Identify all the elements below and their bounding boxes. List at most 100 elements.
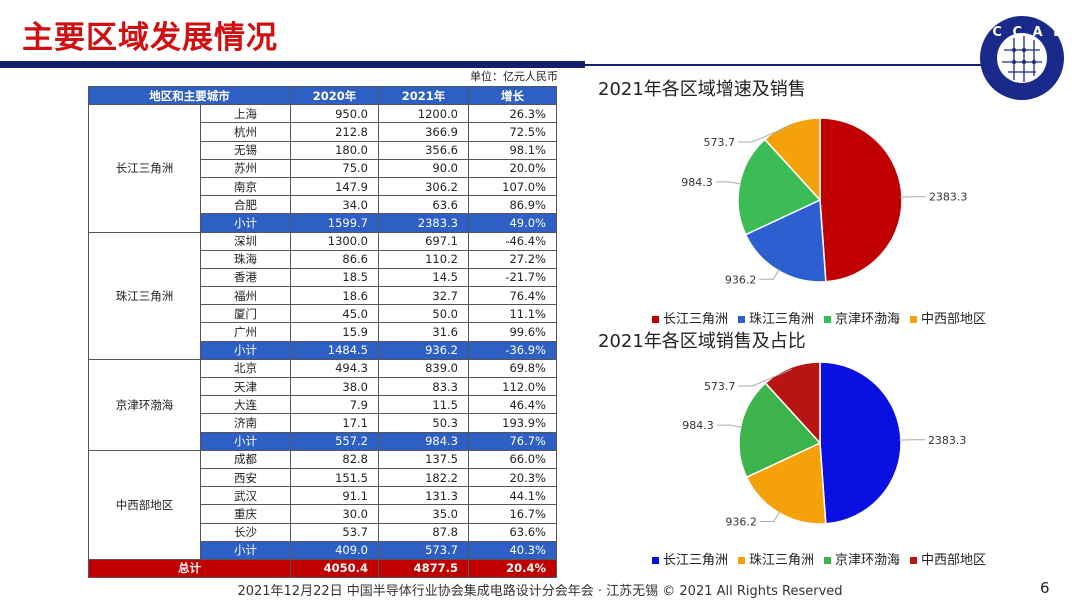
- value-2021: 50.3: [378, 413, 469, 433]
- value-2021: 87.8: [378, 522, 469, 542]
- table-row: 福州 18.6 32.7 76.4%: [89, 286, 557, 306]
- data-label: 573.7: [704, 380, 736, 393]
- legend-label: 长江三角洲: [663, 553, 729, 568]
- city-cell: 济南: [200, 413, 291, 433]
- region-cell: 京津环渤海: [88, 358, 201, 451]
- growth-cell: 99.6%: [468, 322, 557, 342]
- svg-text:I C C A D: I C C A D: [978, 25, 1066, 40]
- table-row: 大连 7.9 11.5 46.4%: [89, 395, 557, 415]
- unit-label: 单位：亿元人民币: [470, 70, 558, 83]
- value-2020: 180.0: [290, 140, 379, 160]
- city-cell: 天津: [200, 376, 291, 397]
- legend-item: 长江三角洲: [652, 553, 728, 569]
- table-row: 杭州 212.8 366.9 72.5%: [89, 122, 557, 142]
- growth-cell: 69.8%: [468, 358, 557, 379]
- value-2020: 1300.0: [290, 231, 379, 251]
- value-2021: 110.2: [378, 249, 469, 269]
- leader-line: [738, 368, 792, 387]
- total-2021: 4877.5: [378, 558, 469, 579]
- subtotal-2020: 1484.5: [290, 340, 379, 360]
- value-2020: 212.8: [290, 122, 379, 142]
- value-2020: 7.9: [290, 395, 379, 415]
- subtotal-label: 小计: [200, 340, 291, 360]
- leader-line: [716, 424, 743, 428]
- city-cell: 广州: [200, 322, 291, 342]
- growth-cell: 98.1%: [468, 140, 557, 160]
- table-row: 西安 151.5 182.2 20.3%: [89, 467, 557, 488]
- legend-label: 京津环渤海: [835, 312, 901, 327]
- table-row: 长江三角洲 上海 950.0 1200.0 26.3%: [88, 104, 557, 233]
- value-2021: 50.0: [378, 304, 469, 324]
- value-2020: 45.0: [290, 304, 379, 324]
- growth-cell: 66.0%: [468, 449, 557, 469]
- region-cell: 中西部地区: [88, 449, 201, 560]
- subtotal-label: 小计: [200, 213, 291, 233]
- city-cell: 西安: [200, 467, 291, 488]
- growth-cell: 72.5%: [468, 122, 557, 142]
- city-cell: 武汉: [200, 486, 291, 506]
- value-2020: 91.1: [290, 486, 379, 506]
- pie-slice-0: [819, 117, 903, 283]
- page-number: 6: [1040, 579, 1050, 597]
- value-2020: 151.5: [290, 467, 379, 488]
- value-2020: 82.8: [290, 449, 379, 469]
- data-label: 984.3: [681, 176, 713, 189]
- subtotal-row: 小计 557.2 984.3 76.7%: [89, 431, 557, 451]
- table-row: 香港 18.5 14.5 -21.7%: [89, 267, 557, 288]
- subtotal-2021: 2383.3: [378, 213, 469, 233]
- table-row: 厦门 45.0 50.0 11.1%: [89, 304, 557, 324]
- table-row: 天津 38.0 83.3 112.0%: [89, 376, 557, 397]
- legend-swatch: [824, 316, 832, 323]
- data-label: 2383.3: [928, 434, 967, 447]
- value-2021: 697.1: [378, 231, 469, 251]
- legend-swatch: [824, 557, 832, 564]
- growth-cell: 107.0%: [468, 176, 557, 197]
- city-cell: 长沙: [200, 522, 291, 542]
- growth-cell: -21.7%: [468, 267, 557, 288]
- city-cell: 合肥: [200, 195, 291, 215]
- title-underline-thin: [585, 64, 985, 66]
- value-2021: 839.0: [378, 358, 469, 379]
- value-2020: 18.5: [290, 267, 379, 288]
- slide-title: 主要区域发展情况: [22, 20, 278, 56]
- growth-cell: 44.1%: [468, 486, 557, 506]
- legend-swatch: [738, 557, 746, 564]
- city-cell: 深圳: [200, 231, 291, 251]
- value-2021: 11.5: [378, 395, 469, 415]
- leader-line: [759, 510, 781, 522]
- city-cell: 苏州: [200, 158, 291, 178]
- legend-swatch: [738, 316, 746, 323]
- table-row: 武汉 91.1 131.3 44.1%: [89, 486, 557, 506]
- growth-cell: 193.9%: [468, 413, 557, 433]
- pie-slice-3: [764, 361, 821, 445]
- city-cell: 北京: [200, 358, 291, 379]
- pie-slice-3: [763, 117, 821, 202]
- value-2020: 950.0: [290, 104, 379, 124]
- subtotal-2020: 409.0: [290, 540, 379, 560]
- data-label: 573.7: [704, 136, 736, 149]
- chart1-title: 2021年各区域增速及销售: [598, 79, 806, 100]
- growth-cell: 20.3%: [468, 467, 557, 488]
- table-row: 南京 147.9 306.2 107.0%: [89, 176, 557, 197]
- pie-chart-sales-share: 2383.3 936.2 984.3 573.7: [682, 361, 967, 528]
- total-row: 总计 4050.4 4877.5 20.4%: [88, 558, 557, 579]
- growth-cell: 27.2%: [468, 249, 557, 269]
- value-2021: 137.5: [378, 449, 469, 469]
- value-2021: 83.3: [378, 376, 469, 397]
- legend-label: 长江三角洲: [663, 312, 729, 327]
- value-2020: 34.0: [290, 195, 379, 215]
- legend-label: 中西部地区: [921, 553, 987, 568]
- city-cell: 上海: [200, 104, 291, 124]
- value-2020: 17.1: [290, 413, 379, 433]
- subtotal-2020: 557.2: [290, 431, 379, 451]
- value-2020: 53.7: [290, 522, 379, 542]
- value-2020: 18.6: [290, 286, 379, 306]
- value-2020: 494.3: [290, 358, 379, 379]
- legend-label: 珠江三角洲: [749, 553, 815, 568]
- subtotal-label: 小计: [200, 431, 291, 451]
- legend-item: 珠江三角洲: [738, 312, 814, 328]
- legend-item: 京津环渤海: [824, 553, 900, 569]
- city-cell: 重庆: [200, 504, 291, 524]
- growth-cell: 11.1%: [468, 304, 557, 324]
- legend-item: 中西部地区: [910, 312, 986, 328]
